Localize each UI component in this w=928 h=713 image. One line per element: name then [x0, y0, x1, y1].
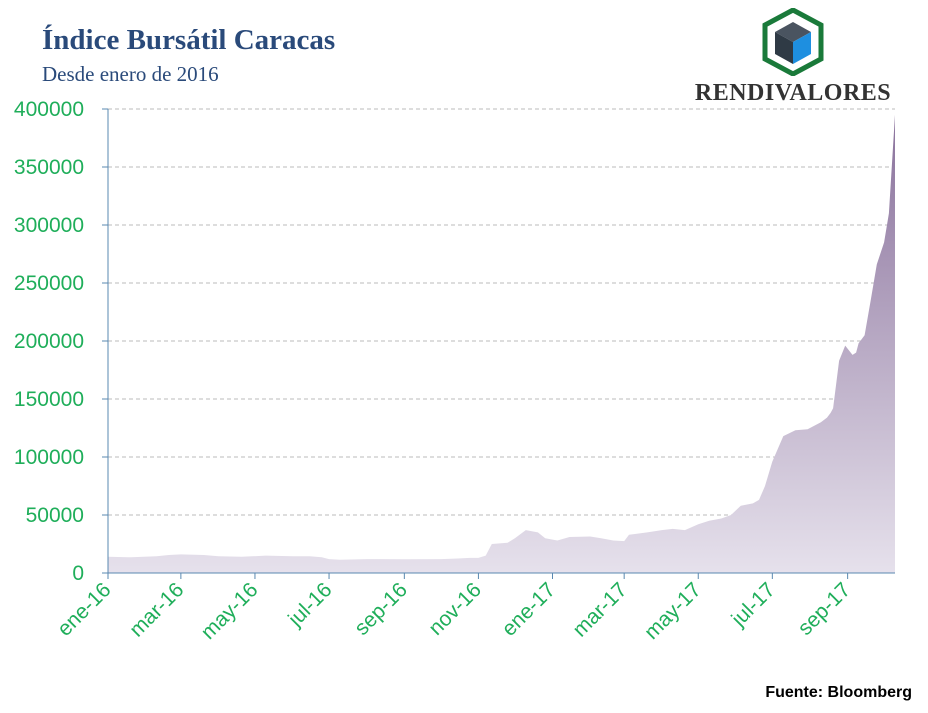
x-tick-label: sep-17	[793, 578, 855, 640]
x-tick-label: ene-17	[498, 578, 561, 641]
x-tick-labels: ene-16 mar-16 may-16 jul-16 sep-16 nov-16 ene-…	[53, 578, 855, 644]
y-tick-label: 250000	[14, 272, 84, 295]
source-note: Fuente: Bloomberg	[765, 684, 912, 701]
logo-text: RENDIVALORES	[694, 80, 892, 106]
x-tick-label: mar-17	[568, 578, 631, 641]
y-tick-label: 100000	[14, 446, 84, 469]
x-tick-label: sep-16	[350, 578, 412, 640]
series-area	[108, 114, 895, 574]
x-tick-label: mar-16	[125, 578, 188, 641]
chart-title: Índice Bursátil Caracas	[42, 24, 336, 56]
y-tick-label: 150000	[14, 388, 84, 411]
chart-subtitle: Desde enero de 2016	[42, 62, 219, 86]
x-tick-label: may-16	[197, 578, 263, 644]
x-tick-label: nov-16	[424, 578, 486, 640]
cube-hexagon-icon	[762, 8, 824, 76]
y-tick-label: 0	[72, 562, 84, 585]
axes	[102, 108, 895, 579]
x-tick-label: may-17	[640, 578, 706, 644]
y-tick-labels: 0 50000 100000 150000 200000 250000 300000 3500…	[14, 98, 84, 585]
y-tick-label: 50000	[26, 504, 84, 527]
y-tick-label: 400000	[14, 98, 84, 121]
y-tick-label: 350000	[14, 156, 84, 179]
grid-lines	[108, 108, 895, 516]
x-tick-label: jul-16	[283, 578, 336, 631]
x-tick-label: jul-17	[727, 578, 780, 631]
company-logo: RENDIVALORES	[686, 6, 900, 110]
y-tick-label: 300000	[14, 214, 84, 237]
x-tick-label: ene-16	[53, 578, 116, 641]
y-tick-label: 200000	[14, 330, 84, 353]
